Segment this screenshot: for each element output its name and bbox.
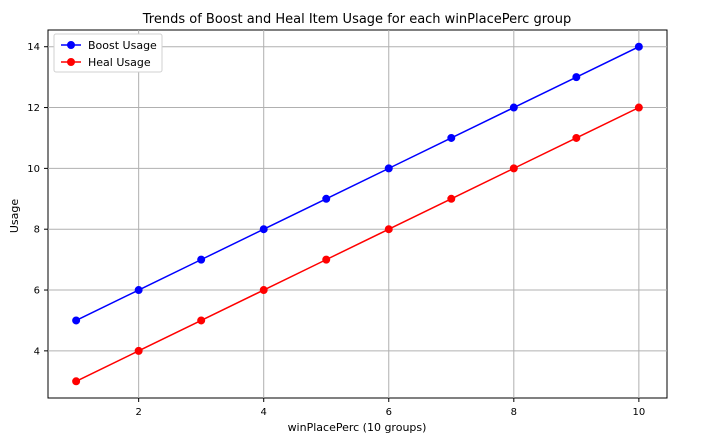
x-axis-label: winPlacePerc (10 groups) <box>288 421 427 434</box>
data-point-boost-usage-8 <box>509 103 518 112</box>
chart-title: Trends of Boost and Heal Item Usage for … <box>142 12 571 27</box>
plot-area: 2 4 6 8 10 4 6 8 10 12 14 <box>27 29 668 418</box>
data-point-boost-usage-9 <box>572 73 581 82</box>
y-axis-label: Usage <box>8 199 21 234</box>
data-point-heal-usage-8 <box>509 164 518 173</box>
data-point-heal-usage-7 <box>447 194 456 203</box>
axis-ticks: 2 4 6 8 10 4 6 8 10 12 14 <box>27 42 645 418</box>
series-line-heal-usage <box>75 106 640 383</box>
data-point-heal-usage-9 <box>572 133 581 142</box>
y-tick-label-4: 4 <box>34 346 40 357</box>
plot-frame <box>47 29 668 399</box>
data-point-boost-usage-7 <box>447 133 456 142</box>
data-point-boost-usage-1 <box>72 316 81 325</box>
data-point-boost-usage-10 <box>634 42 643 51</box>
data-point-boost-usage-2 <box>134 286 143 295</box>
data-point-boost-usage-6 <box>384 164 393 173</box>
y-tick-label-12: 12 <box>27 103 40 114</box>
x-tick-label-2: 2 <box>135 407 141 418</box>
x-tick-label-6: 6 <box>386 407 392 418</box>
data-point-heal-usage-1 <box>72 377 81 386</box>
series-line-boost-usage <box>75 45 640 322</box>
x-tick-label-8: 8 <box>511 407 517 418</box>
y-tick-label-6: 6 <box>34 286 40 297</box>
data-point-boost-usage-4 <box>259 225 268 234</box>
data-point-heal-usage-5 <box>322 255 331 264</box>
y-tick-label-8: 8 <box>34 225 40 236</box>
legend-heal-marker <box>67 58 75 66</box>
data-point-heal-usage-6 <box>384 225 393 234</box>
legend: Boost Usage Heal Usage <box>53 33 163 73</box>
data-point-heal-usage-2 <box>134 346 143 355</box>
data-point-boost-usage-5 <box>322 194 331 203</box>
x-tick-label-4: 4 <box>261 407 267 418</box>
legend-label-heal: Heal Usage <box>88 56 151 69</box>
data-point-heal-usage-4 <box>259 286 268 295</box>
x-tick-label-10: 10 <box>632 407 645 418</box>
y-tick-label-14: 14 <box>27 42 40 53</box>
data-point-boost-usage-3 <box>197 255 206 264</box>
series-layer <box>72 42 643 386</box>
legend-label-boost: Boost Usage <box>88 39 157 52</box>
data-point-heal-usage-3 <box>197 316 206 325</box>
data-point-heal-usage-10 <box>634 103 643 112</box>
grid-lines <box>48 30 667 398</box>
y-tick-label-10: 10 <box>27 164 40 175</box>
legend-boost-marker <box>67 41 75 49</box>
